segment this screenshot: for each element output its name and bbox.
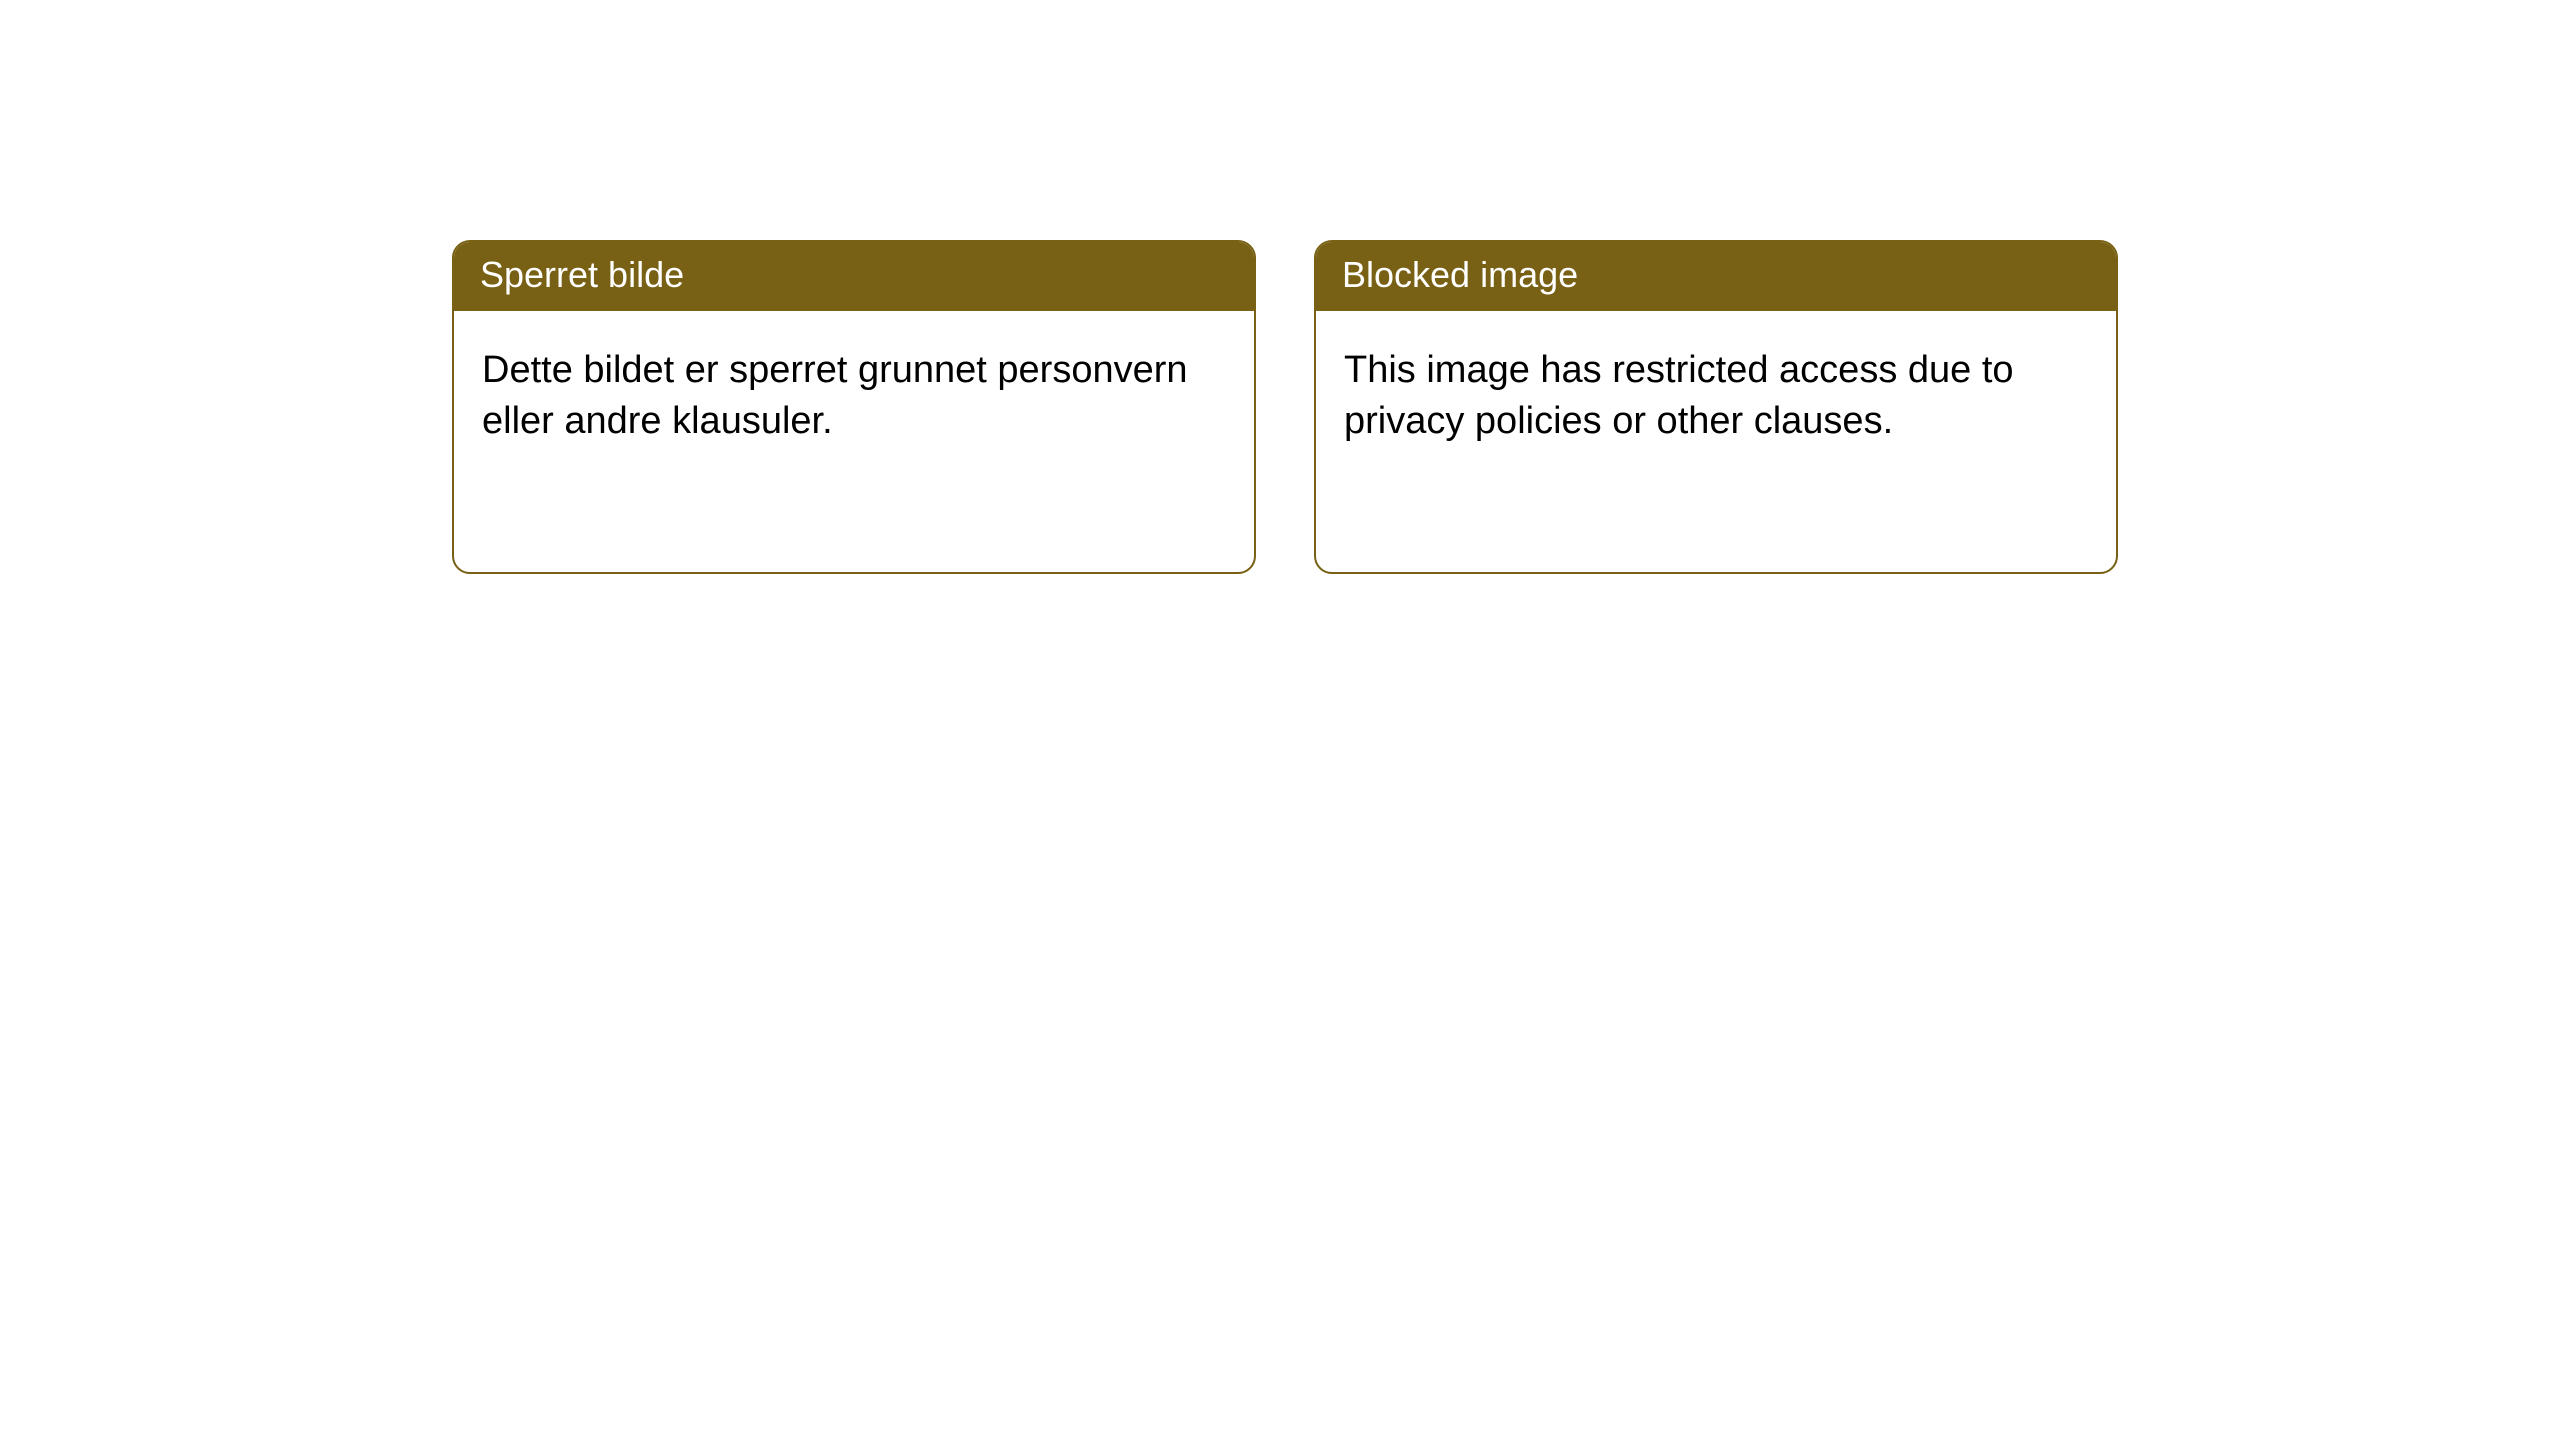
card-body: Dette bildet er sperret grunnet personve… [454, 311, 1254, 482]
card-header: Sperret bilde [454, 242, 1254, 311]
blocked-image-card-no: Sperret bilde Dette bildet er sperret gr… [452, 240, 1256, 574]
blocked-image-card-en: Blocked image This image has restricted … [1314, 240, 2118, 574]
card-container: Sperret bilde Dette bildet er sperret gr… [0, 0, 2560, 574]
card-header: Blocked image [1316, 242, 2116, 311]
card-body: This image has restricted access due to … [1316, 311, 2116, 482]
